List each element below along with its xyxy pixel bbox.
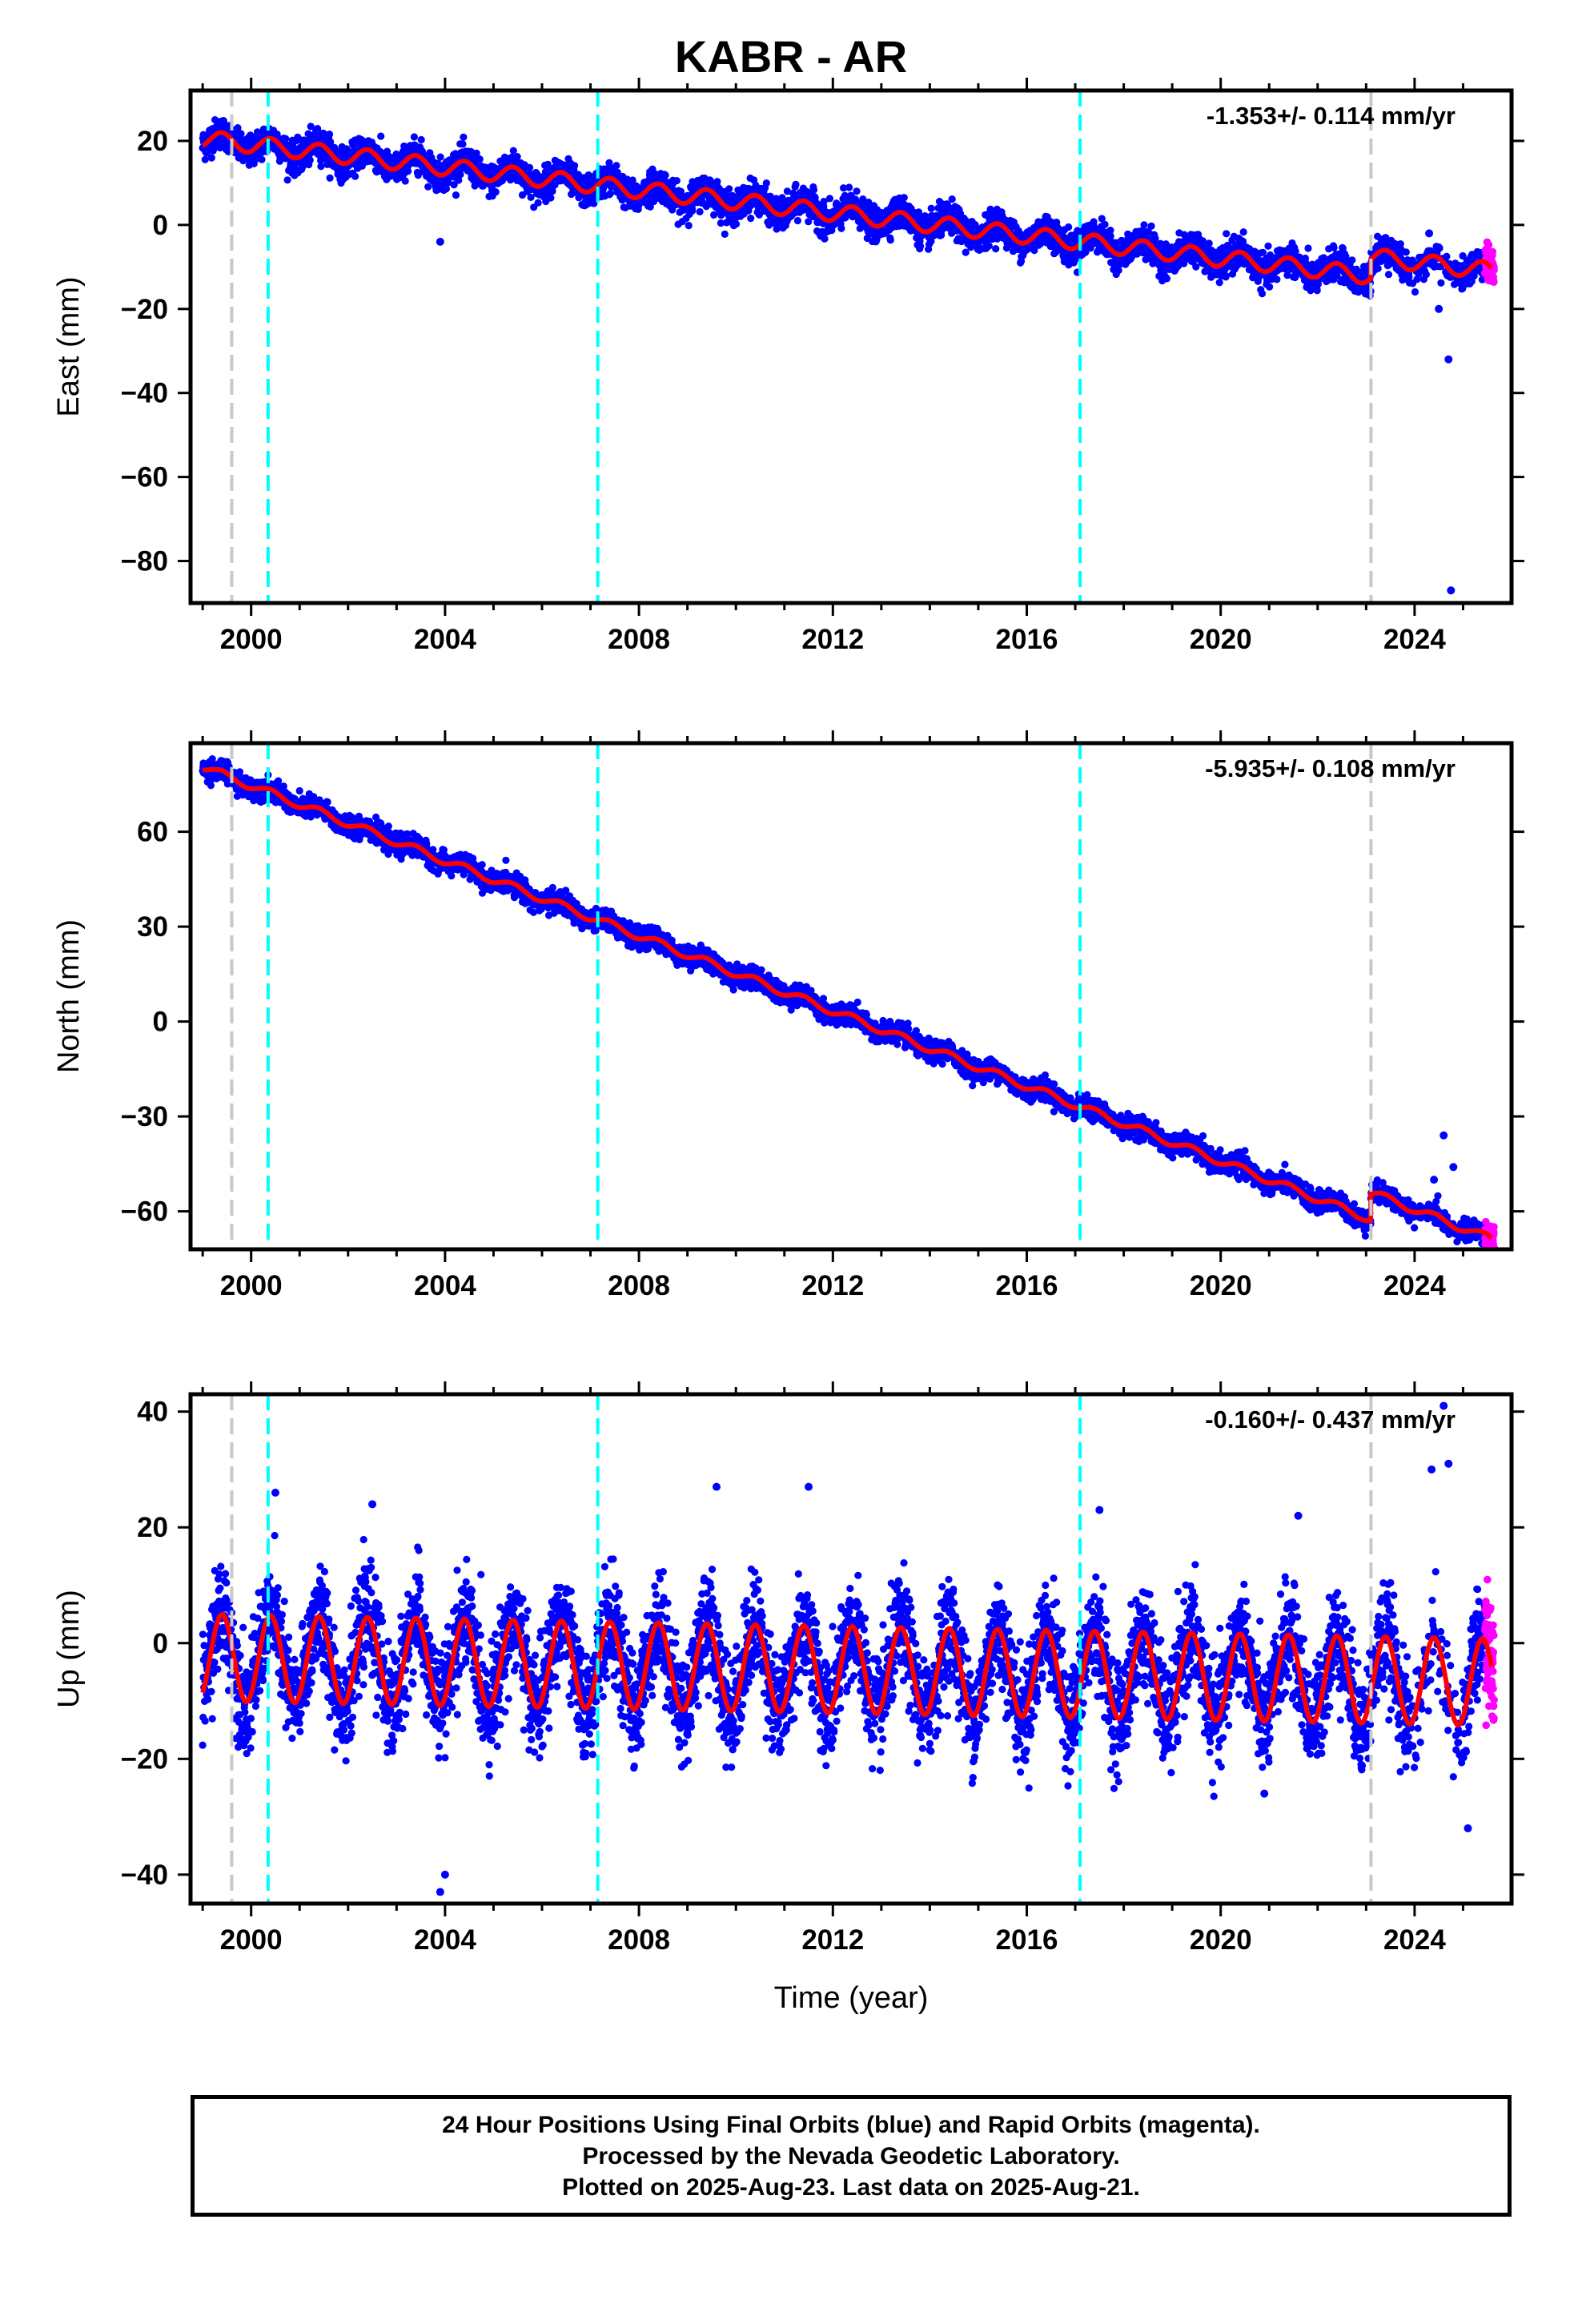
final-orbit-point xyxy=(513,153,521,161)
final-orbit-point xyxy=(476,155,484,163)
final-orbit-point xyxy=(442,185,451,193)
final-orbit-point xyxy=(886,236,894,244)
final-orbit-point xyxy=(1264,242,1272,250)
final-orbit-point xyxy=(434,159,442,167)
final-orbit-point xyxy=(792,180,800,188)
final-orbit-point xyxy=(689,207,697,215)
final-orbit-point xyxy=(1065,223,1073,231)
final-orbit-point xyxy=(606,190,615,198)
final-orbit-point xyxy=(900,194,908,202)
final-orbit-point xyxy=(1222,271,1230,280)
final-orbit-point xyxy=(725,185,733,193)
final-orbit-point xyxy=(809,186,818,194)
final-orbit-point xyxy=(472,149,480,157)
final-orbit-point xyxy=(713,178,721,186)
final-orbit-point xyxy=(721,230,729,238)
final-orbit-point xyxy=(401,177,409,185)
final-orbit-point xyxy=(710,211,718,219)
final-orbit-point xyxy=(459,140,467,148)
final-orbit-point xyxy=(1205,239,1213,247)
final-orbit-point xyxy=(747,215,755,223)
final-orbit-point xyxy=(460,133,468,141)
final-orbit-point xyxy=(1273,275,1281,283)
final-orbit-point xyxy=(696,207,704,215)
final-orbit-point xyxy=(673,177,681,185)
final-orbit-point xyxy=(1258,290,1267,298)
final-orbit-point xyxy=(661,171,669,179)
final-orbit-point xyxy=(1411,287,1419,296)
final-orbit-point xyxy=(283,176,291,184)
final-orbit-point xyxy=(282,135,290,143)
final-orbit-point xyxy=(1162,275,1171,283)
final-orbit-point xyxy=(377,132,385,140)
final-orbit-point xyxy=(1330,243,1338,251)
final-orbit-point xyxy=(456,171,464,179)
final-orbit-point xyxy=(424,183,432,191)
final-orbit-point xyxy=(1374,264,1382,272)
final-orbit-point xyxy=(509,147,517,155)
final-orbit-point xyxy=(351,172,359,180)
final-orbit-point xyxy=(762,179,770,187)
final-orbit-point xyxy=(1313,287,1321,295)
final-orbit-point xyxy=(1215,279,1223,287)
final-orbit-point xyxy=(927,204,935,212)
final-orbit-point xyxy=(612,162,620,170)
final-orbit-point xyxy=(534,199,542,207)
final-orbit-point xyxy=(1266,283,1274,291)
final-orbit-point xyxy=(1239,228,1247,236)
east-panel: 2000 2004 2008 2012 2016 2020 2024−80−60−40−20… xyxy=(52,78,1524,655)
final-orbit-point xyxy=(1090,218,1098,226)
final-orbit-point xyxy=(436,153,444,161)
final-orbit-point xyxy=(410,133,419,141)
final-orbit-point xyxy=(1348,256,1356,264)
final-orbit-point xyxy=(307,123,315,131)
final-orbit-point xyxy=(938,231,946,239)
final-orbit-point xyxy=(1147,222,1155,230)
final-orbit-point xyxy=(452,191,460,199)
final-orbit-point xyxy=(1304,244,1312,252)
final-orbit-point xyxy=(306,156,314,164)
final-orbit-point xyxy=(207,154,215,162)
final-orbit-point xyxy=(527,193,535,201)
final-orbit-point xyxy=(526,163,534,171)
final-orbit-point xyxy=(326,174,334,182)
final-orbit-point xyxy=(685,222,693,230)
final-orbit-point xyxy=(948,195,956,203)
final-orbit-point xyxy=(1223,230,1231,238)
final-orbit-point xyxy=(1140,221,1148,229)
final-orbit-point xyxy=(237,130,245,138)
final-orbit-point xyxy=(793,216,802,225)
final-orbit-point xyxy=(450,181,458,189)
final-orbit-point xyxy=(1402,248,1410,256)
final-orbit-point xyxy=(1101,220,1109,228)
final-orbit-point xyxy=(853,187,861,195)
final-orbit-point xyxy=(201,155,209,163)
final-orbit-point xyxy=(917,242,925,250)
final-orbit-point xyxy=(732,220,741,228)
final-orbit-point xyxy=(821,235,829,243)
final-orbit-point xyxy=(825,195,833,203)
final-orbit-point xyxy=(417,135,425,144)
final-orbit-point xyxy=(837,224,845,232)
plot-area xyxy=(199,90,1498,603)
final-orbit-point xyxy=(372,168,381,176)
final-orbit-point xyxy=(317,163,325,171)
final-orbit-point xyxy=(1384,271,1393,279)
final-orbit-point xyxy=(571,162,579,170)
chart-title: KABR - AR xyxy=(674,31,908,82)
final-orbit-point xyxy=(492,188,500,196)
final-orbit-points xyxy=(199,116,1488,595)
final-orbit-point xyxy=(234,124,242,132)
final-orbit-point xyxy=(985,242,993,250)
final-orbit-point xyxy=(547,194,555,202)
final-orbit-point xyxy=(992,245,1000,253)
final-orbit-point xyxy=(455,176,463,184)
final-orbit-point xyxy=(845,183,853,191)
final-orbit-point xyxy=(325,131,334,139)
final-orbit-point xyxy=(258,155,266,163)
